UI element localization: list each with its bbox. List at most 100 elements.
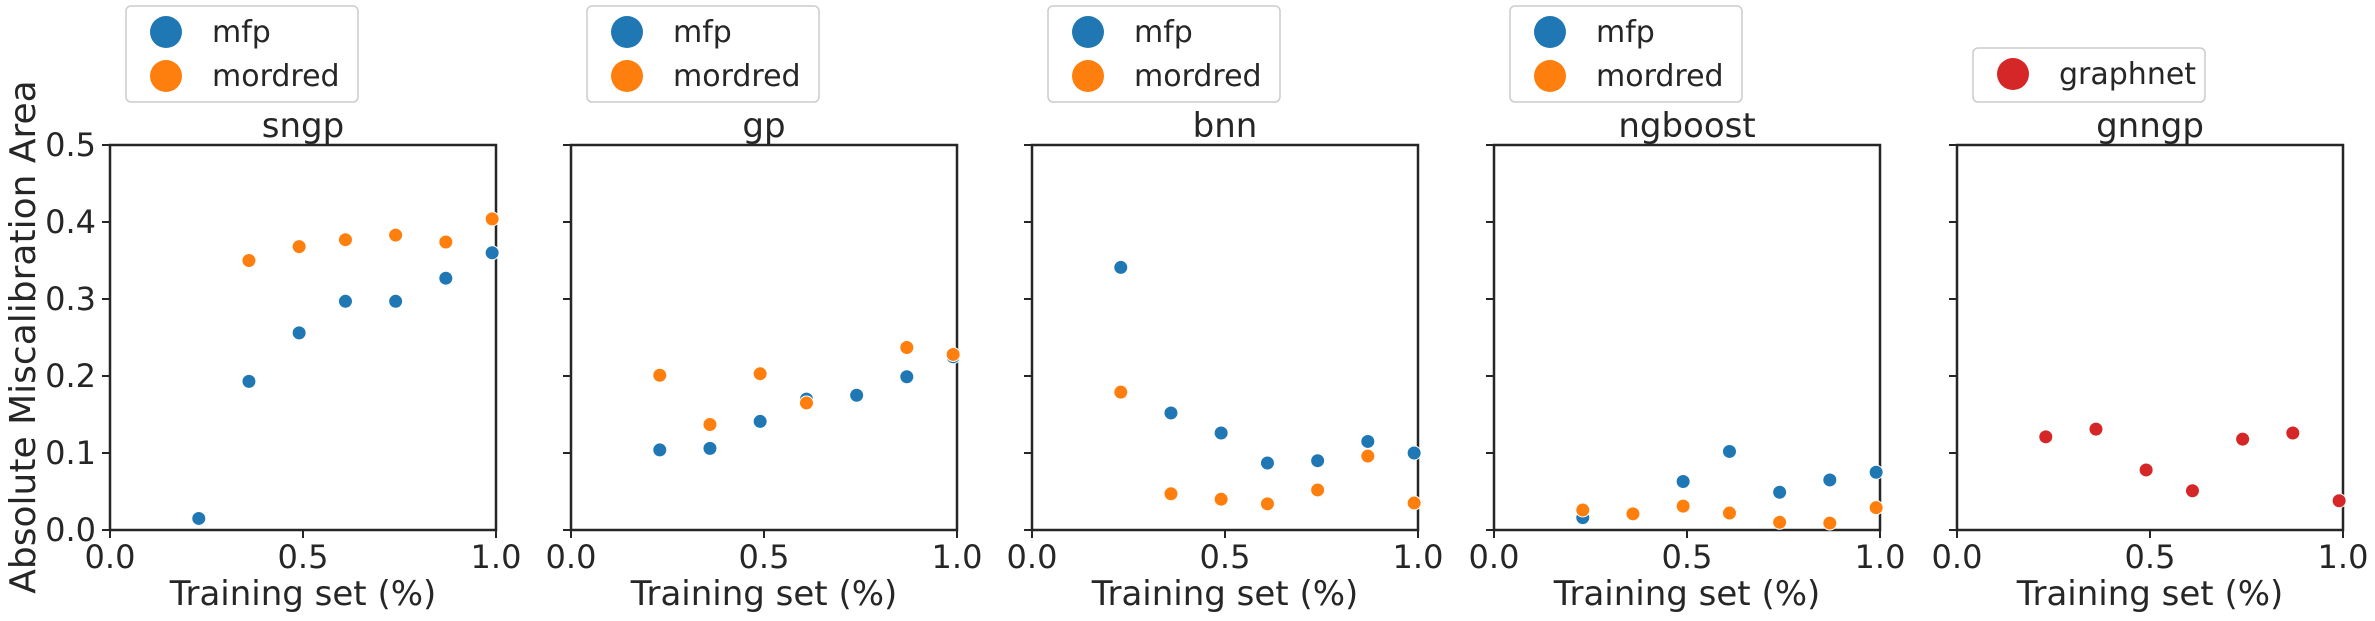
data-point-mordred (1575, 502, 1591, 518)
data-point-mordred (752, 366, 768, 382)
x-tick-label: 0.0 (1469, 538, 1520, 576)
x-tick-label: 0.5 (278, 538, 329, 576)
chart-panel-bnn: bnn 0.0 0.5 1.0 Training set (%) mfp mordred (1007, 5, 1444, 614)
x-axis-label: Training set (%) (1091, 574, 1359, 614)
legend-box (1972, 47, 2206, 103)
legend-marker-mfp (1534, 16, 1566, 48)
data-point-mordred (1675, 498, 1691, 514)
x-tick-label: 0.5 (2125, 538, 2176, 576)
data-point-graphnet (2184, 483, 2200, 499)
chart-panel-ngboost: ngboost 0.0 0.5 1.0 Training set (%) mfp mordr… (1469, 5, 1906, 614)
x-tick-label: 1.0 (932, 538, 983, 576)
data-point-mordred (1772, 514, 1788, 530)
data-point-mordred (1113, 384, 1129, 400)
data-point-graphnet (2331, 493, 2347, 509)
data-point-mfp (191, 510, 207, 526)
data-point-graphnet (2088, 421, 2104, 437)
data-point-graphnet (2138, 462, 2154, 478)
legend: mfp mordred (1047, 5, 1281, 103)
x-tick-label: 0.0 (546, 538, 597, 576)
chart-title: sngp (262, 106, 344, 146)
x-tick-label: 0.5 (739, 538, 790, 576)
data-point-mordred (1625, 506, 1641, 522)
legend: mfp mordred (1509, 5, 1743, 103)
legend-box (1509, 5, 1743, 103)
data-point-mordred (1360, 448, 1376, 464)
data-point-mordred (337, 232, 353, 248)
data-point-mordred (241, 253, 257, 268)
legend-label: mfp (212, 15, 271, 50)
y-tick-label: 0.3 (45, 280, 96, 318)
x-tick-label: 0.0 (85, 538, 136, 576)
legend-label: mordred (1134, 59, 1262, 94)
x-tick-label: 1.0 (1855, 538, 1906, 576)
data-point-mordred (1868, 500, 1884, 516)
chart-title: gnngp (2096, 106, 2204, 146)
data-point-graphnet (2285, 425, 2301, 441)
x-tick-label: 0.0 (1932, 538, 1983, 576)
y-tick-label: 0.1 (45, 434, 96, 472)
data-point-mfp (1822, 472, 1838, 488)
data-point-mfp (849, 387, 865, 403)
data-point-mfp (438, 270, 454, 286)
data-point-mordred (484, 211, 500, 227)
legend: mfp mordred (125, 5, 359, 103)
data-point-mfp (1406, 445, 1422, 461)
data-point-mfp (1213, 425, 1229, 441)
data-point-mfp (752, 413, 768, 429)
data-point-mordred (945, 346, 961, 362)
data-point-mfp (484, 245, 500, 261)
x-axis-label: Training set (%) (2016, 574, 2284, 614)
data-point-mfp (899, 369, 915, 385)
legend-box (125, 5, 359, 103)
data-point-mordred (1213, 491, 1229, 507)
y-tick-label: 0.0 (45, 511, 96, 549)
data-point-mordred (291, 239, 307, 255)
data-point-graphnet (2235, 431, 2251, 447)
data-point-mordred (388, 227, 404, 243)
chart-panel-sngp: sngp 0.0 0.1 0.2 0.3 0.4 0.5 0.0 0.5 1.0 Training … (45, 5, 522, 614)
legend-box (1047, 5, 1281, 103)
data-point-mordred (652, 367, 668, 383)
x-axis-label: Training set (%) (1553, 574, 1821, 614)
data-point-mfp (1675, 473, 1691, 489)
data-point-mfp (337, 293, 353, 309)
x-tick-label: 0.5 (1200, 538, 1251, 576)
legend: graphnet (1972, 47, 2206, 103)
data-point-mordred (1406, 495, 1422, 511)
y-tick-label: 0.4 (45, 203, 96, 241)
chart-title: gp (742, 106, 785, 146)
legend-marker-graphnet (1997, 58, 2029, 90)
legend-marker-mordred (1534, 60, 1566, 92)
y-axis-label: Absolute Miscalibration Area (3, 80, 44, 593)
legend-label: mfp (1134, 15, 1193, 50)
data-point-mfp (652, 442, 668, 458)
data-point-mfp (1310, 453, 1326, 469)
legend-marker-mordred (611, 60, 643, 92)
legend-marker-mordred (150, 60, 182, 92)
legend-label: mordred (1596, 59, 1724, 94)
data-point-mordred (1721, 505, 1737, 521)
data-point-graphnet (2038, 429, 2054, 445)
x-tick-label: 1.0 (1393, 538, 1444, 576)
x-axis-label: Training set (%) (630, 574, 898, 614)
data-point-mordred (1310, 482, 1326, 498)
chart-panel-gnngp: gnngp 0.0 0.5 1.0 Training set (%) graphnet (1932, 47, 2369, 614)
y-tick-label: 0.2 (45, 357, 96, 395)
x-tick-label: 1.0 (2318, 538, 2369, 576)
chart-title: bnn (1193, 106, 1258, 146)
data-point-mfp (702, 440, 718, 456)
legend-label: mfp (673, 15, 732, 50)
data-point-mfp (1113, 259, 1129, 275)
data-point-mfp (291, 325, 307, 341)
x-tick-label: 1.0 (471, 538, 522, 576)
legend-marker-mordred (1072, 60, 1104, 92)
data-point-mfp (1259, 455, 1275, 471)
data-point-mordred (438, 234, 454, 250)
data-point-mordred (1163, 486, 1179, 502)
data-point-mfp (241, 373, 257, 389)
data-point-mordred (702, 417, 718, 433)
legend-label: mordred (673, 59, 801, 94)
data-point-mfp (1360, 433, 1376, 449)
data-point-mordred (1822, 515, 1838, 531)
